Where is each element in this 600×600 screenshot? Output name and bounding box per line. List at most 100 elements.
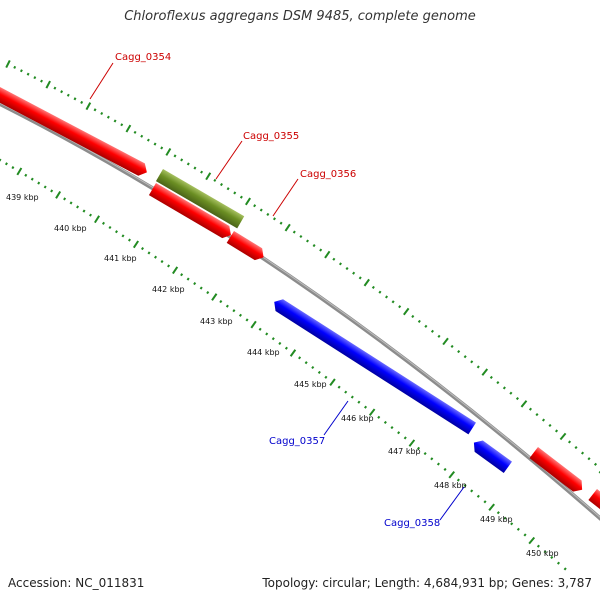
outer-minor-tick [40, 79, 43, 83]
inner-minor-tick [403, 436, 407, 440]
outer-minor-tick [358, 276, 362, 280]
inner-minor-tick [199, 286, 203, 290]
gene-label-cagg-0357[interactable]: Cagg_0357 [269, 436, 325, 447]
inner-ruler-ring [0, 158, 567, 571]
inner-minor-tick [245, 318, 249, 322]
gene-label-cagg-0356[interactable]: Cagg_0356 [300, 169, 356, 180]
inner-minor-tick [232, 309, 236, 313]
inner-minor-tick [160, 259, 164, 264]
inner-major-tick [448, 470, 456, 479]
gene-feature-forward-right-b[interactable] [588, 489, 600, 513]
outer-minor-tick [299, 234, 303, 239]
outer-major-tick [165, 147, 172, 156]
inner-minor-tick [121, 234, 125, 238]
outer-minor-tick [567, 440, 572, 444]
ruler-label: 446 kbp [341, 414, 374, 423]
outer-minor-tick [186, 162, 190, 166]
gene-feature-cagg-0356-a[interactable] [148, 183, 235, 241]
outer-minor-tick [332, 257, 336, 261]
inner-minor-tick [167, 264, 171, 268]
inner-minor-tick [483, 500, 487, 504]
inner-minor-tick [516, 527, 520, 531]
inner-major-tick [408, 439, 416, 447]
outer-minor-tick [417, 319, 421, 323]
outer-minor-tick [548, 423, 552, 428]
outer-minor-tick [515, 396, 519, 401]
outer-minor-tick [391, 300, 395, 304]
inner-minor-tick [219, 300, 223, 304]
inner-minor-tick [344, 390, 348, 394]
genome-backbone [0, 101, 600, 521]
ruler-label: 441 kbp [104, 254, 137, 263]
outer-minor-tick [411, 314, 415, 319]
gene-feature-cagg-0354[interactable] [0, 86, 150, 179]
ruler-label: 440 kbp [54, 224, 87, 233]
outer-minor-tick [292, 230, 296, 234]
inner-major-tick [250, 320, 257, 329]
outer-minor-tick [80, 100, 84, 104]
inner-minor-tick [69, 201, 73, 205]
gene-feature-cagg-0355[interactable] [155, 169, 245, 229]
inner-minor-tick [76, 205, 80, 209]
outer-minor-tick [463, 355, 467, 359]
outer-minor-tick [312, 243, 316, 248]
outer-minor-tick [424, 324, 428, 328]
outer-minor-tick [233, 191, 237, 195]
ruler-label: 439 kbp [6, 193, 39, 202]
outer-minor-tick [305, 239, 310, 243]
inner-minor-tick [383, 420, 387, 424]
inner-minor-tick [563, 567, 567, 571]
outer-minor-tick [160, 146, 164, 150]
outer-major-tick [125, 124, 132, 133]
inner-minor-tick [304, 361, 308, 365]
gene-label-cagg-0354[interactable]: Cagg_0354 [115, 52, 171, 63]
gene-label-cagg-0355[interactable]: Cagg_0355 [243, 131, 299, 142]
inner-minor-tick [317, 370, 321, 374]
ruler-label: 442 kbp [152, 285, 185, 294]
outer-minor-tick [272, 217, 276, 221]
outer-minor-tick [476, 365, 480, 369]
outer-minor-tick [226, 187, 230, 191]
outer-minor-tick [509, 391, 513, 395]
outer-minor-tick [93, 108, 97, 112]
inner-major-tick [329, 378, 336, 387]
outer-major-tick [45, 80, 51, 89]
inner-minor-tick [556, 561, 561, 565]
inner-minor-tick [193, 282, 197, 286]
inner-major-tick [528, 536, 536, 545]
gene-feature-cagg-0357[interactable] [270, 296, 476, 435]
inner-minor-tick [238, 313, 242, 317]
outer-major-tick [559, 432, 567, 441]
inner-minor-tick [147, 251, 151, 255]
outer-minor-tick [457, 349, 461, 354]
outer-major-tick [481, 368, 489, 376]
inner-minor-tick [397, 431, 401, 435]
inner-major-tick [132, 240, 140, 249]
gene-feature-cagg-0358[interactable] [470, 437, 512, 474]
outer-minor-tick [259, 208, 263, 212]
gene-label-cagg-0358[interactable]: Cagg_0358 [384, 518, 440, 529]
outer-minor-tick [53, 86, 57, 90]
outer-minor-tick [385, 295, 389, 299]
inner-major-tick [16, 167, 23, 176]
inner-minor-tick [510, 522, 514, 526]
inner-minor-tick [390, 425, 394, 430]
inner-minor-tick [4, 162, 8, 166]
outer-minor-tick [73, 97, 77, 101]
genome-backbone-highlight [0, 102, 600, 518]
outer-minor-tick [146, 138, 150, 142]
outer-minor-tick [593, 462, 598, 466]
inner-major-tick [488, 503, 495, 511]
outer-major-tick [442, 337, 449, 346]
gene-feature-forward-right-a[interactable] [529, 447, 586, 495]
inner-minor-tick [350, 395, 354, 399]
ruler-label: 447 kbp [388, 447, 421, 456]
inner-minor-tick [324, 375, 328, 379]
gene-feature-cagg-0356-b[interactable] [226, 231, 268, 263]
outer-minor-tick [200, 170, 204, 174]
outer-minor-tick [19, 69, 23, 73]
inner-minor-tick [311, 365, 315, 370]
inner-minor-tick [416, 446, 421, 450]
outer-minor-tick [345, 266, 349, 271]
inner-minor-tick [503, 516, 507, 520]
